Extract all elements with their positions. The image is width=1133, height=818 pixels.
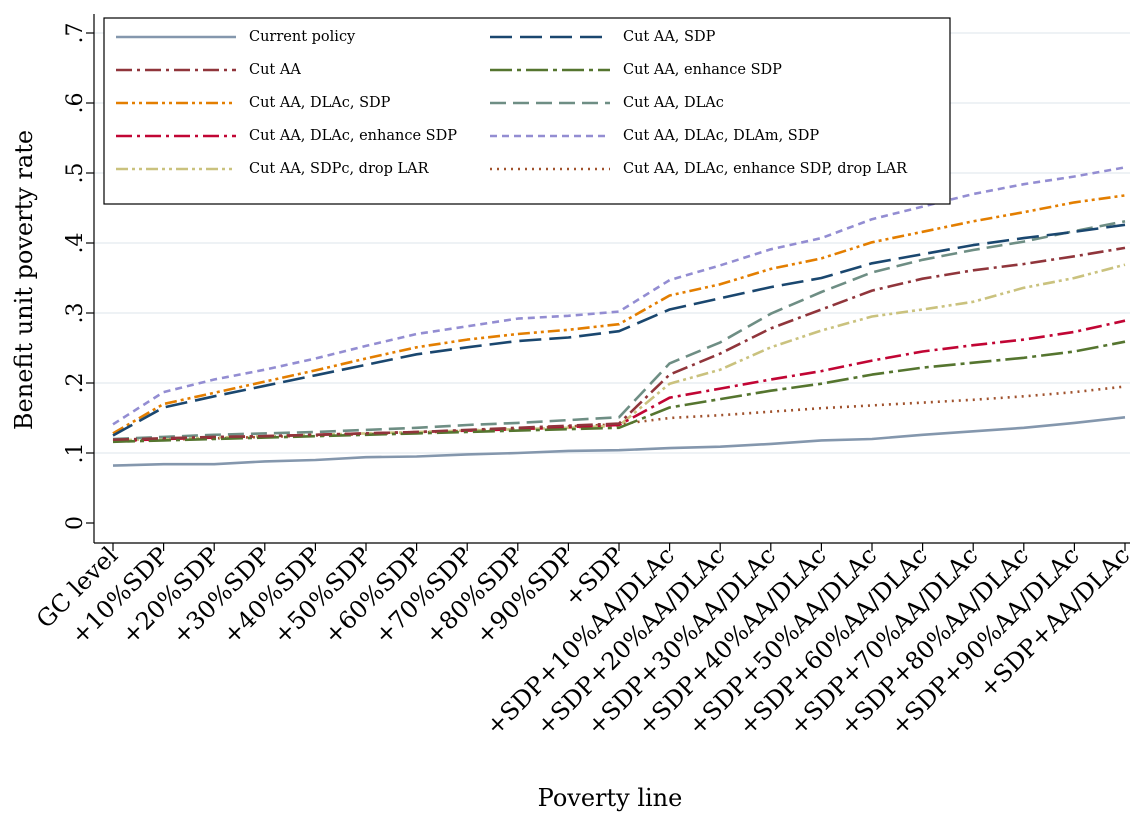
legend-label: Cut AA, DLAc (623, 95, 724, 111)
y-axis-title: Benefit unit poverty rate (10, 130, 38, 430)
series-line-cut-aa (112, 246, 1126, 441)
y-tick-label: 0 (63, 516, 88, 530)
legend-label: Cut AA, DLAc, enhance SDP (249, 128, 457, 144)
y-tick-label: .4 (63, 233, 88, 254)
legend-label: Cut AA (249, 62, 301, 78)
legend-item: Cut AA, DLAc, DLAm, SDP (490, 128, 819, 144)
x-axis-title: Poverty line (538, 784, 683, 812)
legend: Current policy Cut AA, SDP Cut AA Cut AA, e… (103, 17, 951, 205)
legend-item: Cut AA, SDPc, drop LAR (116, 161, 430, 177)
legend-item: Cut AA, DLAc, SDP (116, 95, 391, 111)
y-tick-label: .3 (63, 303, 88, 324)
series-layer (112, 166, 1126, 467)
legend-item: Cut AA, DLAc, enhance SDP (116, 128, 457, 144)
y-tick-label: .6 (63, 93, 88, 114)
legend-item: Cut AA, enhance SDP (490, 62, 782, 78)
axes: 0.1.2.3.4.5.6.7GC level+10%SDP+20%SDP+30… (31, 14, 1133, 741)
y-tick-label: .1 (63, 443, 88, 464)
legend-item: Cut AA, DLAc (490, 95, 724, 111)
legend-item: Cut AA (116, 62, 301, 78)
legend-label: Cut AA, DLAc, SDP (249, 95, 391, 111)
legend-item: Current policy (116, 29, 356, 45)
series-line-cut-aa-sdp (112, 223, 1126, 437)
series-line-cut-aa-enhance-sdp (112, 340, 1126, 444)
legend-label: Cut AA, enhance SDP (623, 62, 782, 78)
y-tick-label: .2 (63, 373, 88, 394)
legend-label: Cut AA, DLAc, DLAm, SDP (623, 128, 819, 144)
series-line-current-policy (112, 416, 1126, 467)
series-line-cut-aa-dlac-sdp (112, 194, 1126, 435)
y-tick-label: .7 (63, 23, 88, 44)
y-tick-label: .5 (63, 163, 88, 184)
series-line-cut-aa-dlac-dlam-sdp (112, 166, 1126, 426)
legend-item: Cut AA, SDP (490, 29, 716, 45)
legend-label: Cut AA, SDP (623, 29, 716, 45)
legend-item: Cut AA, DLAc, enhance SDP, drop LAR (490, 161, 908, 177)
series-line-cut-aa-dlac (112, 220, 1126, 441)
legend-label: Cut AA, DLAc, enhance SDP, drop LAR (623, 161, 908, 177)
legend-label: Cut AA, SDPc, drop LAR (249, 161, 430, 177)
legend-box (103, 17, 951, 205)
legend-label: Current policy (249, 29, 356, 45)
